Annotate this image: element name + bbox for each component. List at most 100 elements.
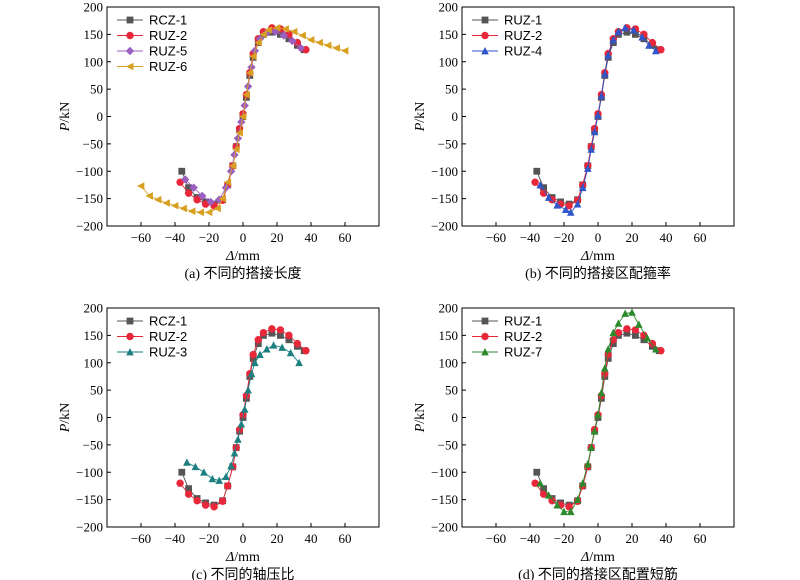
data-point xyxy=(531,479,539,487)
y-tick-label: 0 xyxy=(452,109,459,124)
data-point xyxy=(594,410,602,419)
x-tick-label: −20 xyxy=(554,531,574,546)
data-point xyxy=(631,326,640,334)
series-ruz-3 xyxy=(183,341,303,484)
data-point xyxy=(640,336,648,344)
data-point xyxy=(609,328,618,337)
y-tick-label: −100 xyxy=(76,465,103,480)
data-point xyxy=(276,326,285,334)
data-point xyxy=(189,183,198,192)
data-point xyxy=(307,36,315,44)
x-tick-label: 40 xyxy=(305,230,318,245)
x-tick-label: 60 xyxy=(339,531,352,546)
data-point xyxy=(539,490,548,498)
y-tick-label: 150 xyxy=(84,328,104,343)
legend-marker xyxy=(125,46,135,56)
data-point xyxy=(247,369,256,378)
y-tick-label: 100 xyxy=(439,355,459,370)
x-axis-label: Δ/mm xyxy=(225,249,260,264)
data-point xyxy=(643,334,652,342)
data-point xyxy=(210,503,218,511)
legend-label: RUZ-2 xyxy=(149,329,187,344)
x-tick-label: 20 xyxy=(626,531,639,546)
data-point xyxy=(235,129,243,137)
data-point xyxy=(548,497,556,505)
x-tick-label: −20 xyxy=(199,531,219,546)
data-point xyxy=(621,309,629,317)
series-rcz-1 xyxy=(178,329,308,509)
data-point xyxy=(652,46,660,55)
legend-label: RUZ-3 xyxy=(149,345,187,360)
panel-caption: (b) 不同的搭接区配箍率 xyxy=(525,265,671,282)
data-point xyxy=(645,41,653,49)
y-tick-label: −200 xyxy=(76,520,103,535)
data-point xyxy=(230,150,239,160)
y-tick-label: 0 xyxy=(97,109,104,124)
y-tick-label: −50 xyxy=(83,136,103,151)
y-tick-label: 100 xyxy=(84,54,104,69)
data-point xyxy=(565,202,573,210)
y-axis-label: P/kN xyxy=(58,403,73,434)
data-point xyxy=(244,386,252,394)
x-tick-label: 0 xyxy=(240,531,247,546)
legend-label: RUZ-5 xyxy=(149,44,187,59)
data-point xyxy=(578,479,587,487)
y-tick-label: −150 xyxy=(76,191,103,206)
data-point xyxy=(584,164,592,172)
data-point xyxy=(539,189,548,197)
data-point xyxy=(235,425,244,434)
data-point xyxy=(264,26,272,34)
data-point xyxy=(601,370,609,378)
x-tick-label: 40 xyxy=(660,230,673,245)
x-tick-label: 0 xyxy=(595,230,602,245)
data-point xyxy=(181,175,190,184)
data-point xyxy=(233,134,243,143)
x-tick-label: −20 xyxy=(199,230,219,245)
y-tick-label: 150 xyxy=(439,27,459,42)
data-point xyxy=(638,33,646,41)
data-point xyxy=(205,208,213,217)
data-point xyxy=(632,331,639,339)
data-point xyxy=(201,501,210,509)
y-tick-label: 150 xyxy=(84,27,104,42)
series-ruz-6 xyxy=(137,24,349,217)
data-point xyxy=(584,460,592,468)
data-point xyxy=(567,208,575,216)
data-point xyxy=(259,30,267,39)
legend-marker xyxy=(481,47,489,55)
data-point xyxy=(268,325,276,333)
y-tick-label: 200 xyxy=(439,0,459,15)
data-point xyxy=(332,44,340,52)
x-tick-label: 0 xyxy=(595,531,602,546)
data-point xyxy=(269,341,278,349)
data-point xyxy=(251,358,259,367)
data-point xyxy=(145,192,153,200)
data-point xyxy=(628,308,636,316)
data-point xyxy=(196,208,204,217)
legend-marker xyxy=(126,348,134,356)
legend-marker xyxy=(126,62,134,71)
x-tick-label: 60 xyxy=(694,230,707,245)
data-point xyxy=(604,51,612,59)
data-point xyxy=(237,420,246,428)
x-tick-label: 60 xyxy=(339,230,352,245)
data-point xyxy=(544,193,553,201)
data-point xyxy=(281,25,289,33)
data-point xyxy=(183,458,191,466)
data-point xyxy=(285,336,293,344)
y-tick-label: −200 xyxy=(431,219,458,234)
y-tick-label: 0 xyxy=(452,410,459,425)
data-point xyxy=(285,331,293,340)
data-point xyxy=(553,501,561,509)
data-point xyxy=(224,482,232,490)
x-tick-label: −60 xyxy=(486,230,506,245)
legend-label: RUZ-7 xyxy=(504,345,542,360)
data-point xyxy=(623,325,631,333)
data-point xyxy=(188,207,196,216)
y-tick-label: 0 xyxy=(97,410,104,425)
legend-label: RCZ-1 xyxy=(149,13,187,28)
data-point xyxy=(247,63,256,72)
data-point xyxy=(213,204,221,213)
x-tick-label: 20 xyxy=(271,230,284,245)
data-point xyxy=(176,479,184,487)
